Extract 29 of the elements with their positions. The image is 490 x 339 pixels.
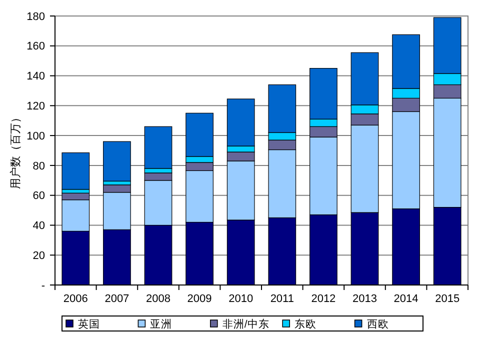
x-tick-label: 2010	[228, 293, 254, 305]
y-axis-title: 用户数（百万）	[8, 112, 22, 189]
x-tick-label: 2007	[104, 293, 130, 305]
x-tick-label: 2015	[435, 293, 460, 305]
y-tick-label: -	[41, 280, 46, 292]
legend-label: 非洲/中东	[222, 318, 270, 330]
y-tick-label: 60	[32, 190, 45, 202]
y-tick-label: 100	[26, 130, 45, 142]
x-tick-label: 2011	[270, 293, 294, 305]
y-tick-label: 180	[26, 10, 45, 23]
bar	[144, 126, 172, 169]
y-tick-label: 140	[26, 70, 45, 83]
bar	[62, 152, 90, 190]
y-tick-label: 120	[26, 100, 45, 113]
y-tick-label: 160	[26, 40, 45, 53]
x-tick-label: 2013	[352, 293, 377, 305]
legend-label: 英国	[78, 318, 100, 330]
y-tick-label: 80	[32, 160, 45, 172]
x-tick-label: 2014	[394, 293, 418, 305]
x-tick-label: 2008	[146, 293, 170, 305]
x-tick-label: 2012	[311, 293, 336, 305]
legend-label: 西欧	[366, 318, 389, 330]
legend-label: 东欧	[294, 318, 317, 330]
x-tick-label: 2009	[187, 293, 212, 305]
y-tick-label: 40	[32, 220, 45, 232]
bar	[103, 141, 131, 182]
x-tick-label: 2006	[63, 293, 88, 305]
legend-label: 亚洲	[150, 318, 172, 330]
y-tick-label: 20	[32, 250, 45, 262]
